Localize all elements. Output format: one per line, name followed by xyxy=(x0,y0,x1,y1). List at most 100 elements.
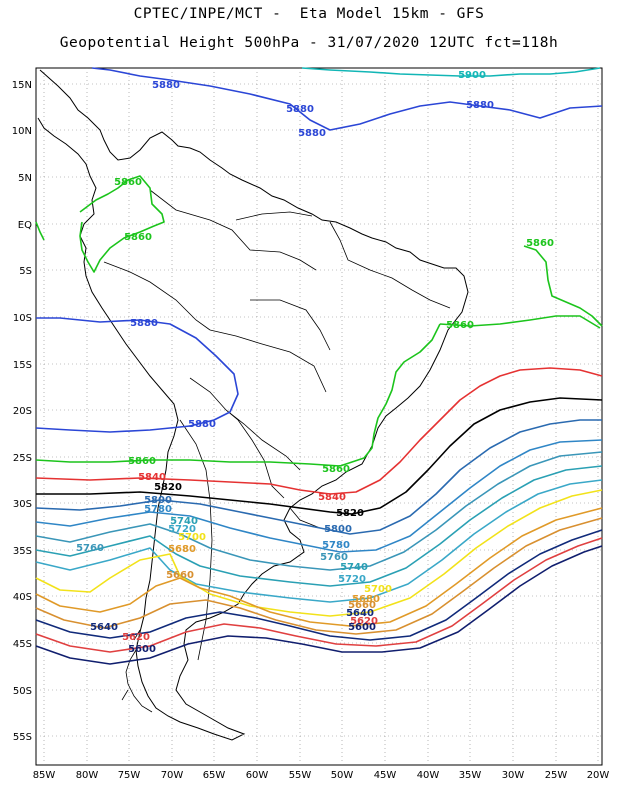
map-title-line-2: Geopotential Height 500hPa - 31/07/2020 … xyxy=(59,35,559,51)
lat-label: 25S xyxy=(13,453,32,464)
contour-label-5620: 5620 xyxy=(350,616,378,627)
contour-label-5860: 5860 xyxy=(526,238,554,249)
contour-label-5640: 5640 xyxy=(90,622,118,633)
contour-5720 xyxy=(35,479,603,603)
contour-label-5660: 5660 xyxy=(348,600,376,611)
lon-label: 75W xyxy=(118,770,141,781)
contour-label-5640: 5640 xyxy=(346,608,374,619)
map-title-line-1: CPTEC/INPE/MCT - Eta Model 15km - GFS xyxy=(133,6,485,22)
contour-label-5680: 5680 xyxy=(352,594,380,605)
contour-label-5860: 5860 xyxy=(128,456,156,467)
lat-label: 55S xyxy=(13,732,32,743)
lat-label: 5S xyxy=(19,266,32,277)
contour-5840 xyxy=(35,367,603,495)
contour-label-5880: 5880 xyxy=(466,100,494,111)
contour-lines xyxy=(35,67,603,665)
contour-5640 xyxy=(35,529,603,641)
contour-label-5760: 5760 xyxy=(76,543,104,554)
contour-label-5880: 5880 xyxy=(130,318,158,329)
contour-5860 xyxy=(439,315,601,329)
contour-5760 xyxy=(35,451,603,571)
graticule xyxy=(36,68,602,765)
lat-label: 35S xyxy=(13,546,32,557)
lat-label: 45S xyxy=(13,639,32,650)
contour-label-5760: 5760 xyxy=(320,552,348,563)
contour-5900 xyxy=(301,67,601,77)
lat-label: 10N xyxy=(12,126,32,137)
contour-label-5840: 5840 xyxy=(318,492,346,503)
lat-label: EQ xyxy=(18,220,32,231)
contour-label-5600: 5600 xyxy=(348,622,376,633)
contour-5740 xyxy=(35,465,603,587)
contour-5880 xyxy=(91,67,603,131)
contour-5800 xyxy=(35,419,602,535)
contour-label-5880: 5880 xyxy=(152,80,180,91)
lon-label: 25W xyxy=(545,770,568,781)
contour-5860 xyxy=(79,175,165,273)
lon-label: 80W xyxy=(76,770,99,781)
contour-label-5700: 5700 xyxy=(178,532,206,543)
coastline-chile-islands xyxy=(121,629,153,713)
contour-5860 xyxy=(523,245,603,327)
contour-label-5880: 5880 xyxy=(298,128,326,139)
contour-5780 xyxy=(35,439,603,553)
lon-label: 30W xyxy=(502,770,525,781)
lon-label: 55W xyxy=(289,770,312,781)
lon-label: 60W xyxy=(246,770,269,781)
contour-label-5780: 5780 xyxy=(322,540,350,551)
contour-5860 xyxy=(35,323,441,467)
contour-5860 xyxy=(35,221,45,241)
contour-5820 xyxy=(36,397,603,515)
contour-label-5720: 5720 xyxy=(168,524,196,535)
contour-5680 xyxy=(35,507,603,627)
lat-label: 50S xyxy=(13,686,32,697)
lat-label: 40S xyxy=(13,592,32,603)
contour-label-5740: 5740 xyxy=(340,562,368,573)
coastline-south-america xyxy=(37,69,469,741)
contour-label-5900: 5900 xyxy=(458,70,486,81)
lat-label: 5N xyxy=(18,173,32,184)
coastline xyxy=(37,69,469,741)
contour-label-5680: 5680 xyxy=(168,544,196,555)
contour-label-5860: 5860 xyxy=(322,464,350,475)
country-borders xyxy=(103,189,451,661)
contour-label-5800: 5800 xyxy=(324,524,352,535)
lon-label: 45W xyxy=(374,770,397,781)
contour-label-5720: 5720 xyxy=(338,574,366,585)
contour-label-5700: 5700 xyxy=(364,584,392,595)
lat-label: 10S xyxy=(13,313,32,324)
contour-labels: 5900 5880 5880 5880 5880 5880 5880 5860 5860 5860… xyxy=(76,70,554,655)
lon-label: 70W xyxy=(161,770,184,781)
contour-5600 xyxy=(35,545,603,665)
contour-label-5820: 5820 xyxy=(154,482,182,493)
contour-label-5660: 5660 xyxy=(166,570,194,581)
lat-label: 15N xyxy=(12,80,32,91)
lon-label: 85W xyxy=(33,770,56,781)
lon-label: 50W xyxy=(331,770,354,781)
contour-label-5840: 5840 xyxy=(138,472,166,483)
contour-label-5620: 5620 xyxy=(122,632,150,643)
contour-5700 xyxy=(35,489,603,617)
contour-label-5820: 5820 xyxy=(336,508,364,519)
contour-5880 xyxy=(35,317,239,433)
contour-label-5880: 5880 xyxy=(188,419,216,430)
map-frame xyxy=(35,67,603,766)
axis-labels: 15N 10N 5N EQ 5S 10S 15S 20S 25S 30S 35S 40S 45S 50S 5… xyxy=(12,80,610,781)
contour-label-5600: 5600 xyxy=(128,644,156,655)
contour-label-5780: 5780 xyxy=(144,504,172,515)
contour-label-5860: 5860 xyxy=(446,320,474,331)
contour-label-5860: 5860 xyxy=(124,232,152,243)
lon-label: 40W xyxy=(417,770,440,781)
contour-5660 xyxy=(35,517,603,635)
contour-label-5740: 5740 xyxy=(170,516,198,527)
contour-label-5860: 5860 xyxy=(114,177,142,188)
lon-label: 20W xyxy=(587,770,610,781)
lat-label: 15S xyxy=(13,360,32,371)
lon-label: 35W xyxy=(459,770,482,781)
lon-label: 65W xyxy=(203,770,226,781)
contour-label-5880: 5880 xyxy=(286,104,314,115)
lat-label: 30S xyxy=(13,499,32,510)
contour-label-5800: 5800 xyxy=(144,495,172,506)
lat-label: 20S xyxy=(13,406,32,417)
